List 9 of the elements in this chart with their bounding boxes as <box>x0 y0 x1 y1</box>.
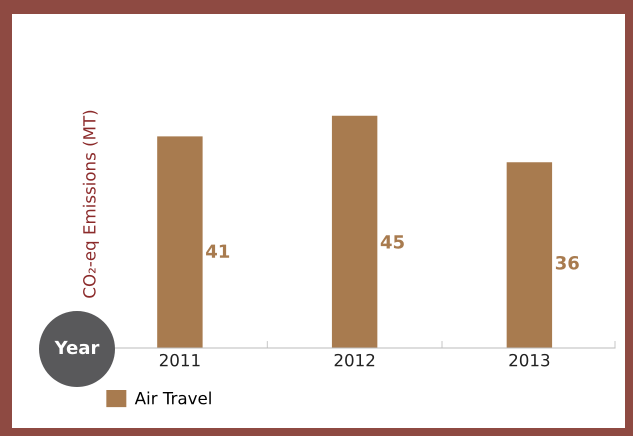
x-tick-label: 2012 <box>334 354 374 366</box>
legend-label: Air Travel <box>134 392 211 404</box>
data-label: 36 <box>556 256 579 270</box>
data-label: 45 <box>380 235 404 249</box>
y-axis-title: CO₂-eq Emissions (MT) <box>82 110 99 298</box>
x-tick-label: 2013 <box>509 354 550 366</box>
x-tick-label: 2011 <box>160 354 200 366</box>
x-axis-title: Year <box>54 340 100 354</box>
data-label: 41 <box>206 244 230 258</box>
